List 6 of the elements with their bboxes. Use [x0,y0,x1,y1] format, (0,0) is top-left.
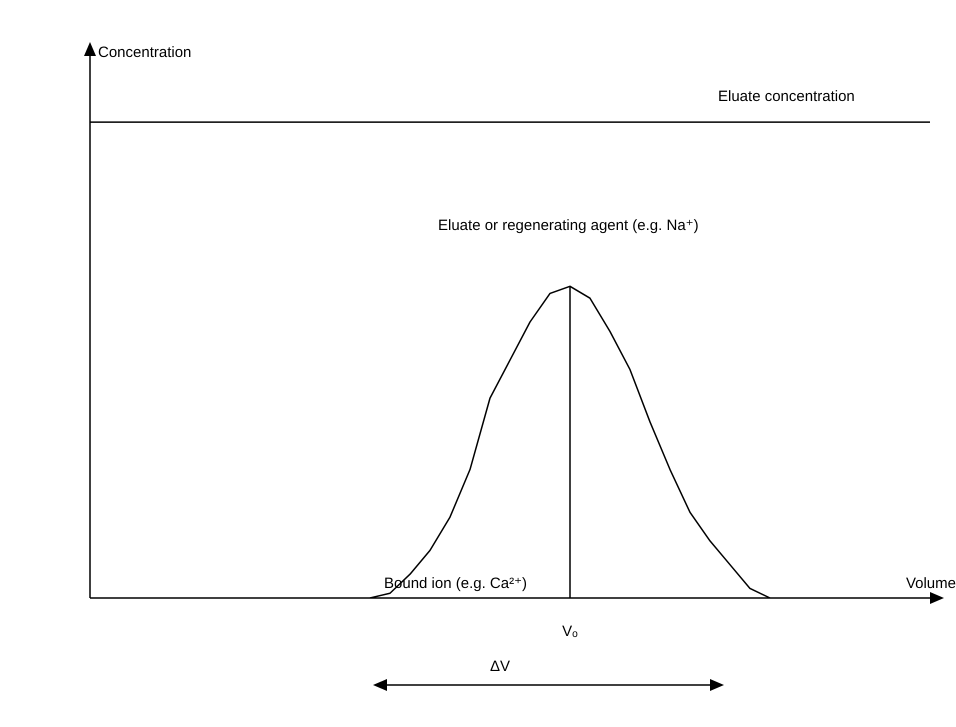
text: Vₒ [562,623,578,640]
x-axis-title: Volume [906,575,956,592]
annotation: Eluate or regenerating agent (e.g. Na⁺) [438,216,699,234]
series-label: Eluate concentration [718,88,855,105]
y-axis-title: Concentration [98,44,192,61]
text: ΔV [490,658,510,675]
